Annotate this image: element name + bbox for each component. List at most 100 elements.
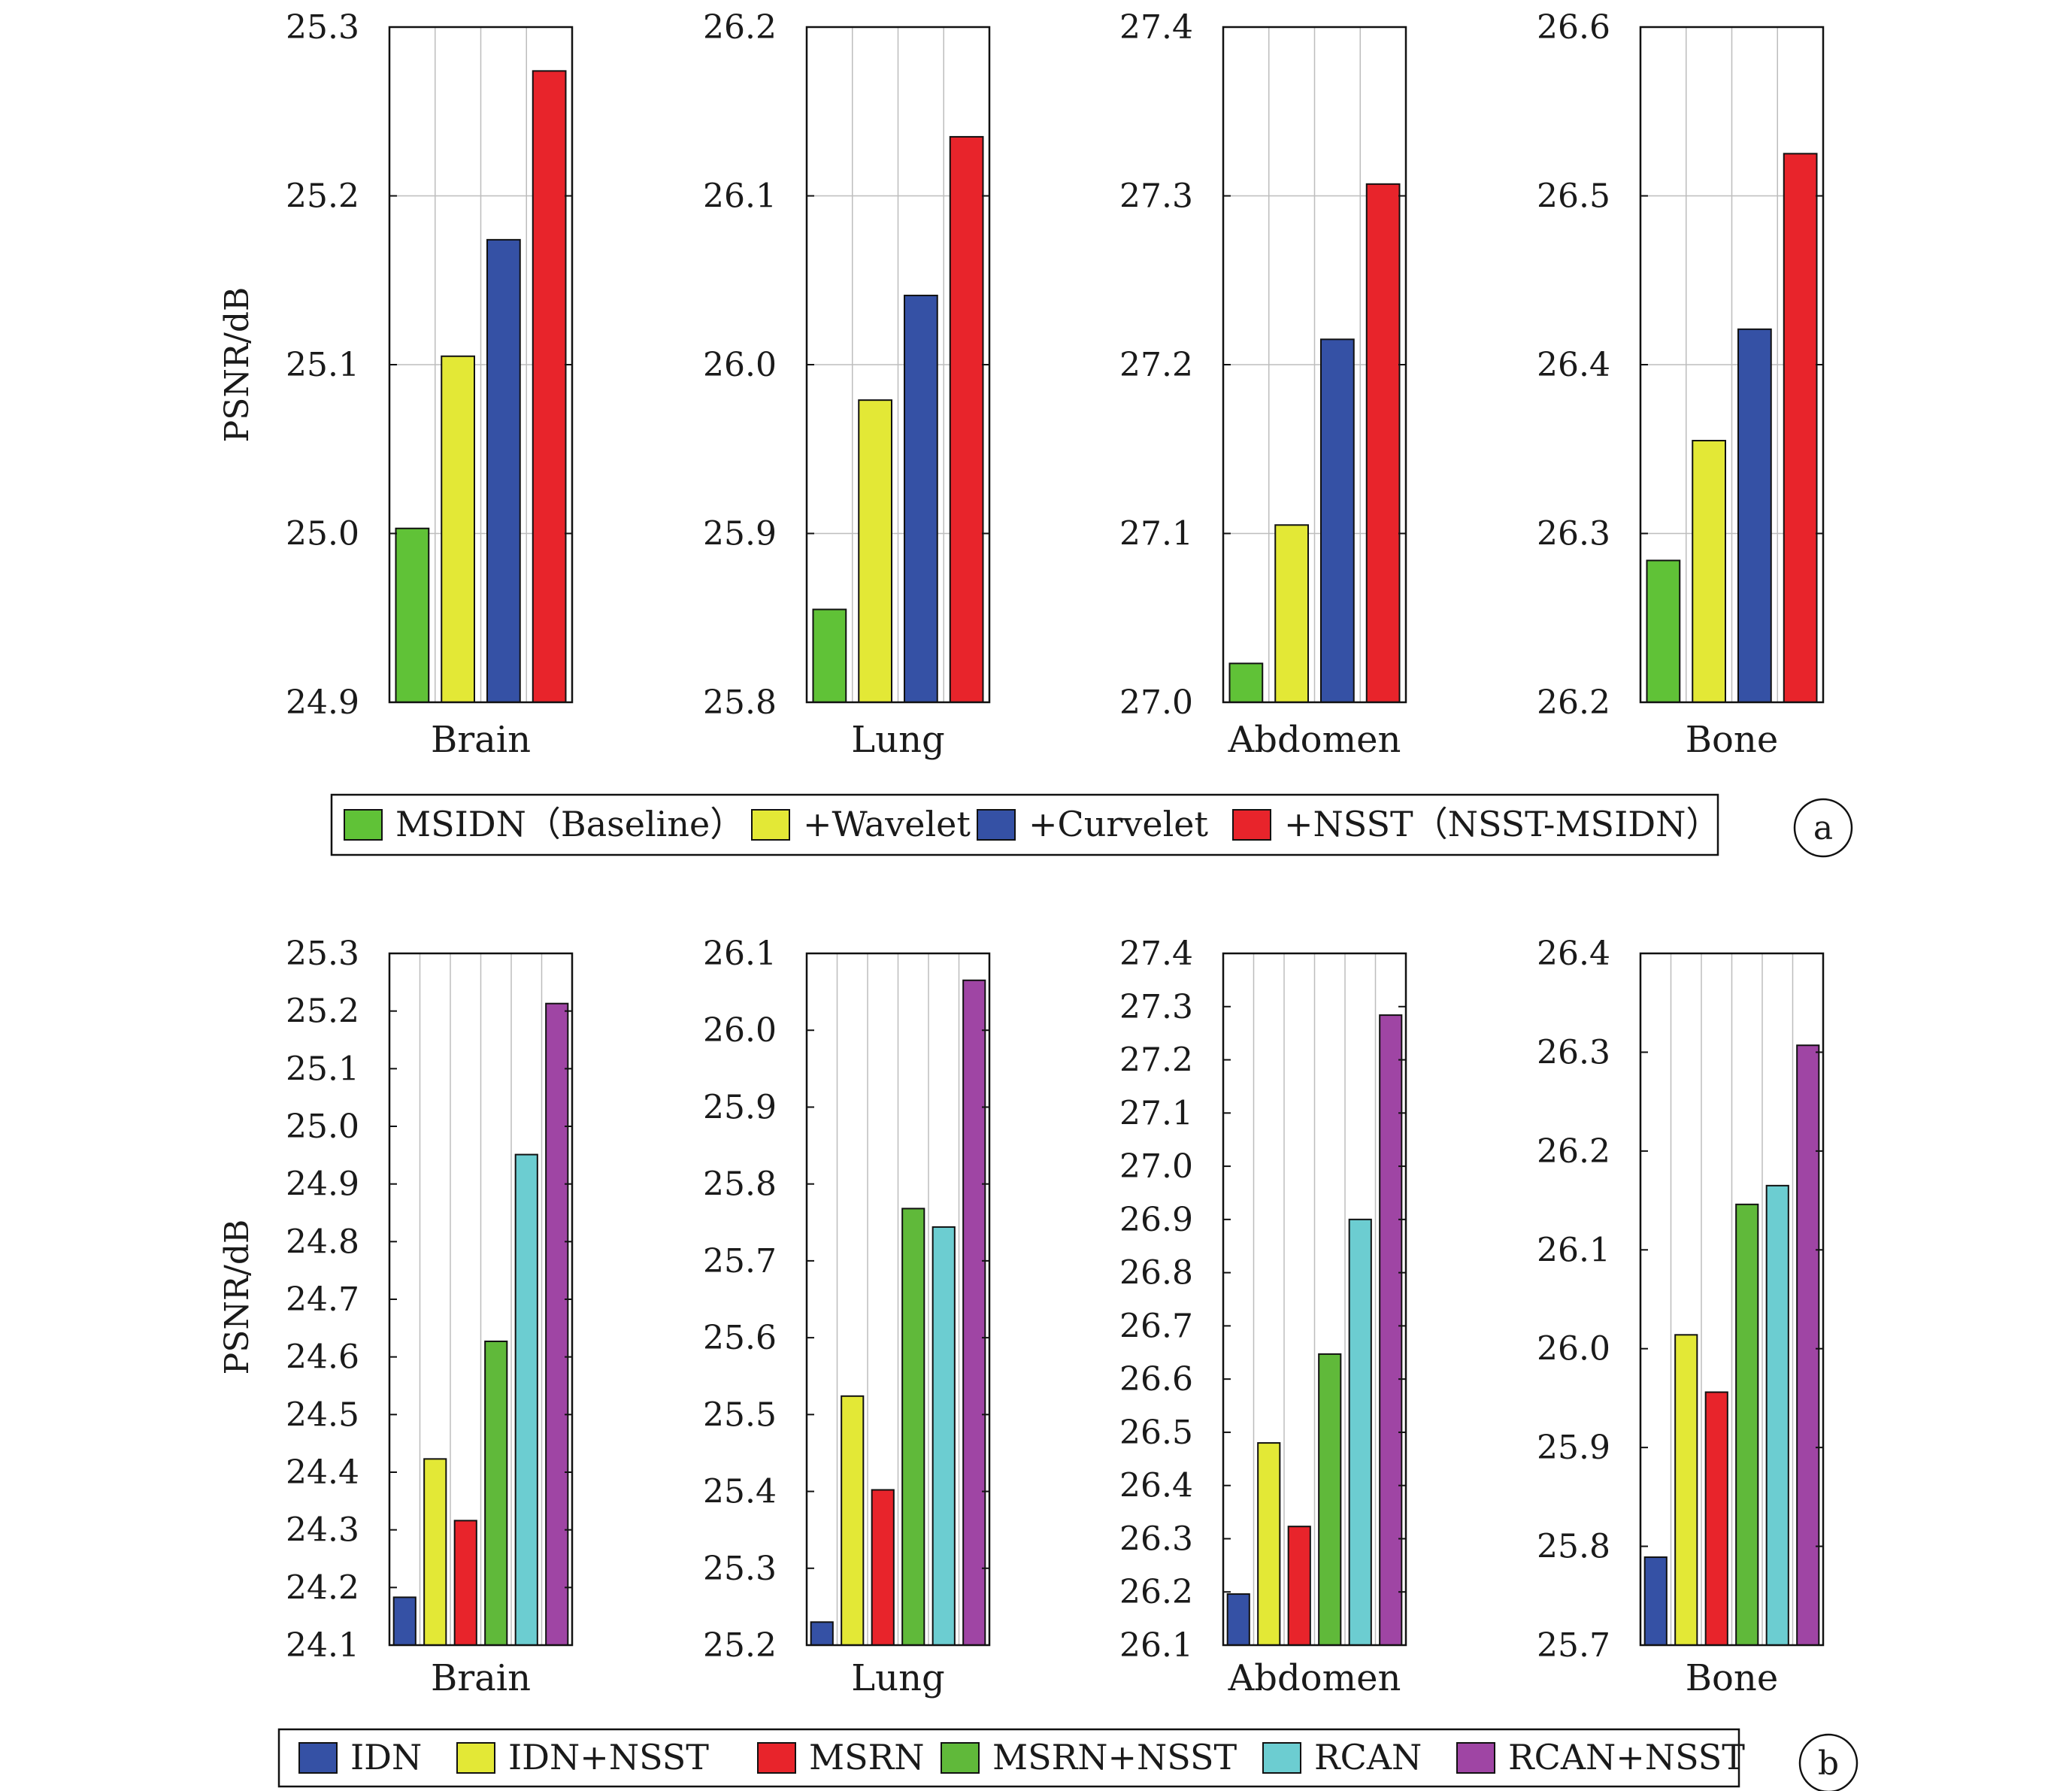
panel-label-circle	[1798, 1733, 1858, 1791]
bar-bone-0	[1646, 559, 1681, 703]
y-tick-label: 27.3	[1119, 988, 1193, 1026]
y-tick-label: 25.8	[1537, 1528, 1610, 1566]
y-tick-label: 25.1	[286, 1050, 359, 1088]
bar-bone-3	[1735, 1203, 1759, 1647]
y-tick-label: 26.2	[703, 8, 777, 47]
legend-label-2: MSRN	[809, 1737, 925, 1777]
legend-label-5: RCAN+NSST	[1508, 1737, 1745, 1777]
x-category-label: Lung	[851, 719, 944, 761]
legend-swatch-2	[757, 1742, 796, 1774]
x-category-label: Abdomen	[1228, 719, 1401, 761]
bar-abdomen-1	[1274, 524, 1309, 704]
bar-brain-0	[395, 527, 430, 704]
x-category-label: Bone	[1686, 719, 1779, 761]
legend: MSIDN（Baseline） +Wavelet +Curvelet +NSST（NS…	[330, 793, 1720, 856]
y-tick-label: 24.2	[286, 1568, 359, 1607]
subplot-bone: 25.7 25.8 25.9 26.0 26.1 26.2 26.3 26.4 Bone	[1537, 935, 1825, 1699]
bar-bone-1	[1692, 440, 1726, 704]
y-tick-label: 26.5	[1537, 177, 1610, 216]
bar-bone-3	[1783, 153, 1818, 703]
y-tick-label: 26.3	[1537, 515, 1610, 553]
y-tick-label: 25.3	[286, 8, 359, 47]
bar-brain-5	[545, 1002, 569, 1646]
subplot-brain: 24.9 25.0 25.1 25.2 25.3 Brain	[286, 8, 574, 761]
bar-bone-0	[1643, 1556, 1668, 1646]
bar-lung-0	[812, 608, 847, 704]
y-tick-label: 25.9	[1537, 1429, 1610, 1467]
legend-label-4: RCAN	[1314, 1737, 1422, 1777]
y-tick-label: 25.8	[703, 683, 777, 722]
panel-label-circle	[1793, 798, 1853, 858]
legend-label-0: IDN	[350, 1737, 422, 1777]
bar-lung-1	[858, 399, 892, 704]
y-tick-label: 24.7	[286, 1280, 359, 1319]
x-category-label: Brain	[431, 1657, 531, 1699]
y-tick-label: 25.9	[703, 515, 777, 553]
y-tick-label: 25.1	[286, 346, 359, 384]
subplot-lung: 25.8 25.9 26.0 26.1 26.2 Lung	[703, 8, 991, 761]
legend: IDN IDN+NSST MSRN MSRN+NSST RCAN RCAN+NSST	[277, 1728, 1745, 1788]
y-tick-label: 26.4	[1537, 346, 1610, 384]
bar-bone-5	[1796, 1044, 1820, 1646]
bar-lung-2	[871, 1489, 895, 1646]
plot-frame	[388, 26, 574, 704]
subplot-brain: 24.1 24.2 24.3 24.4 24.5 24.6 24.7 24.8 24.9 25.0…	[286, 935, 574, 1699]
y-tick-label: 26.4	[1537, 935, 1610, 973]
bar-lung-3	[901, 1208, 925, 1646]
bar-abdomen-0	[1226, 1593, 1250, 1646]
plot-frame	[1639, 952, 1825, 1647]
y-tick-label: 24.3	[286, 1511, 359, 1550]
panel-b: PSNR/dB24.124.224.324.424.524.624.724.82…	[218, 935, 1858, 1791]
y-tick-label: 26.0	[703, 1011, 777, 1050]
y-tick-label: 25.2	[703, 1626, 777, 1665]
legend-swatch-0	[298, 1742, 338, 1774]
bar-brain-4	[514, 1153, 538, 1646]
legend-label-2: +Curvelet	[1028, 804, 1208, 844]
bar-abdomen-4	[1348, 1218, 1372, 1647]
y-tick-label: 27.3	[1119, 177, 1193, 216]
y-tick-label: 24.5	[286, 1396, 359, 1434]
bar-brain-2	[453, 1520, 477, 1647]
y-tick-label: 25.2	[286, 177, 359, 216]
y-tick-label: 24.4	[286, 1453, 359, 1492]
bar-lung-5	[962, 979, 986, 1647]
bar-lung-2	[904, 294, 938, 703]
plot-frame	[1222, 26, 1407, 704]
y-tick-label: 26.2	[1537, 683, 1610, 722]
subplot-abdomen: 27.0 27.1 27.2 27.3 27.4 Abdomen	[1119, 8, 1407, 761]
bar-lung-4	[931, 1226, 956, 1646]
bar-bone-2	[1704, 1391, 1728, 1646]
subplot-bone: 26.2 26.3 26.4 26.5 26.6 Bone	[1537, 8, 1825, 761]
y-tick-label: 27.2	[1119, 346, 1193, 384]
y-tick-label: 25.4	[703, 1473, 777, 1511]
legend-box	[277, 1728, 1740, 1788]
bar-abdomen-2	[1320, 338, 1355, 703]
y-tick-label: 27.1	[1119, 1094, 1193, 1132]
plot-frame	[805, 952, 991, 1647]
bar-brain-3	[484, 1340, 508, 1646]
legend-label-0: MSIDN（Baseline）	[395, 804, 744, 844]
y-tick-label: 25.0	[286, 1108, 359, 1146]
y-tick-label: 24.6	[286, 1338, 359, 1377]
y-tick-label: 27.2	[1119, 1041, 1193, 1080]
y-tick-label: 27.0	[1119, 683, 1193, 722]
panel-label: a	[1813, 809, 1833, 847]
legend-swatch-2	[977, 809, 1016, 841]
plot-frame	[805, 26, 991, 704]
y-tick-label: 26.4	[1119, 1467, 1193, 1505]
legend-swatch-0	[344, 809, 383, 841]
y-tick-label: 25.0	[286, 515, 359, 553]
x-category-label: Abdomen	[1228, 1657, 1401, 1699]
y-tick-label: 27.1	[1119, 515, 1193, 553]
legend-label-3: MSRN+NSST	[992, 1737, 1237, 1777]
bar-bone-1	[1674, 1334, 1698, 1647]
legend-swatch-4	[1262, 1742, 1301, 1774]
y-tick-label: 25.2	[286, 992, 359, 1031]
y-tick-label: 25.5	[703, 1396, 777, 1434]
legend-swatch-1	[456, 1742, 495, 1774]
bar-lung-1	[841, 1395, 865, 1647]
x-category-label: Lung	[851, 1657, 944, 1699]
y-tick-label: 26.1	[703, 177, 777, 216]
y-tick-label: 26.1	[703, 935, 777, 973]
